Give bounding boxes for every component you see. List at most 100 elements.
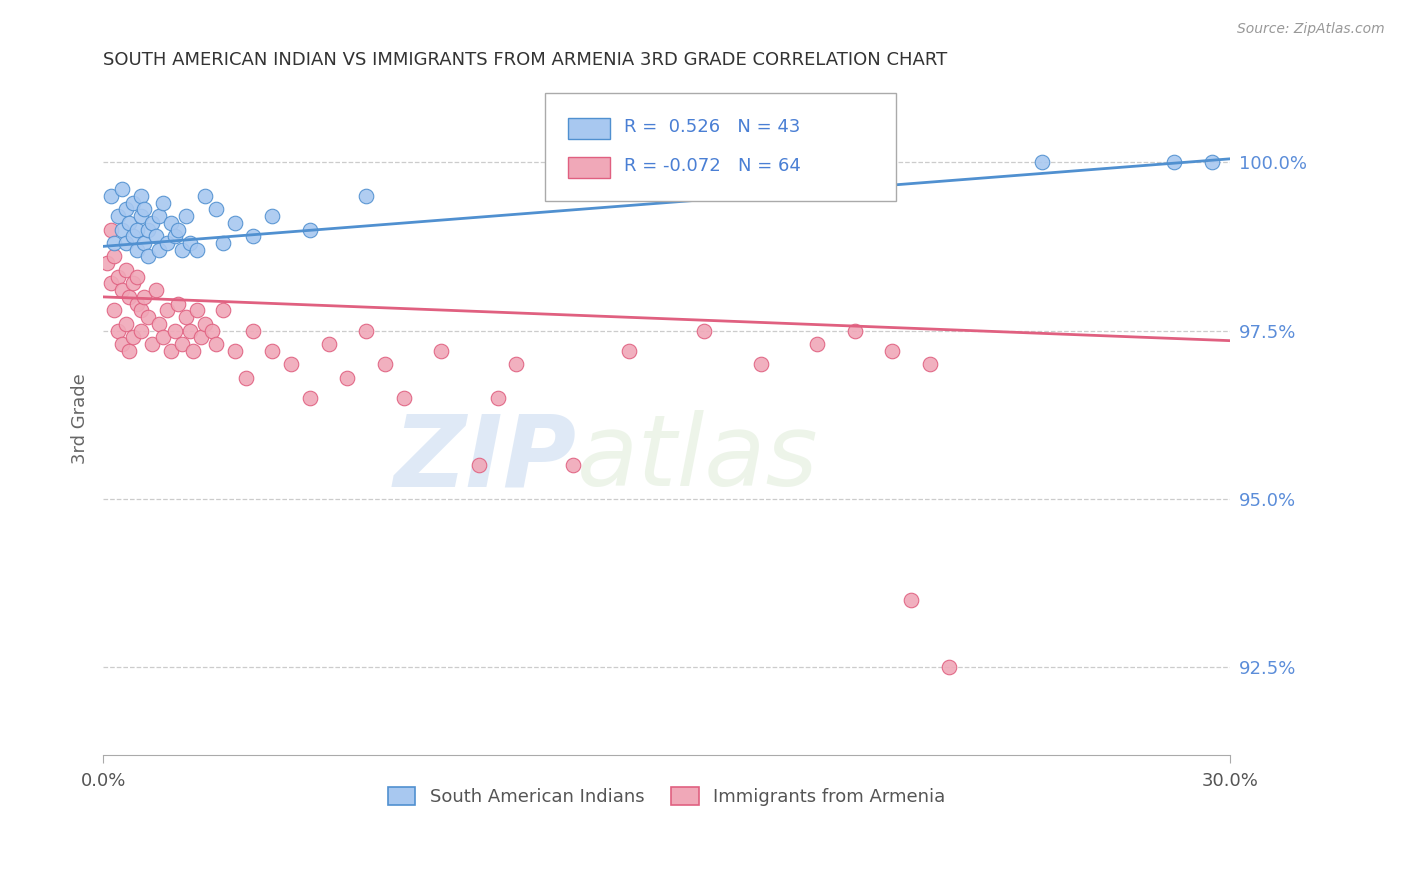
Point bbox=[103, 250, 125, 264]
Point bbox=[1163, 155, 1185, 169]
Point bbox=[114, 202, 136, 217]
Point bbox=[96, 256, 118, 270]
Point bbox=[111, 222, 134, 236]
Point bbox=[148, 209, 170, 223]
Point bbox=[107, 324, 129, 338]
Point bbox=[1031, 155, 1053, 169]
Point bbox=[242, 324, 264, 338]
Point bbox=[170, 243, 193, 257]
Point bbox=[152, 195, 174, 210]
Point bbox=[125, 296, 148, 310]
Point bbox=[100, 189, 122, 203]
Point bbox=[159, 216, 181, 230]
Point bbox=[318, 337, 340, 351]
FancyBboxPatch shape bbox=[546, 93, 896, 202]
Point bbox=[186, 303, 208, 318]
Point bbox=[280, 357, 302, 371]
Point bbox=[136, 222, 159, 236]
Point bbox=[392, 391, 415, 405]
Point bbox=[129, 324, 152, 338]
Point bbox=[298, 222, 321, 236]
Point bbox=[181, 343, 204, 358]
Point bbox=[844, 324, 866, 338]
Point bbox=[152, 330, 174, 344]
Point bbox=[186, 243, 208, 257]
Point bbox=[111, 283, 134, 297]
Point bbox=[100, 222, 122, 236]
Point bbox=[148, 317, 170, 331]
Point bbox=[212, 303, 235, 318]
Point bbox=[749, 357, 772, 371]
Point bbox=[100, 277, 122, 291]
Text: R = -0.072   N = 64: R = -0.072 N = 64 bbox=[624, 156, 801, 175]
Point bbox=[148, 243, 170, 257]
Point bbox=[336, 370, 359, 384]
Point bbox=[129, 189, 152, 203]
Point bbox=[156, 303, 179, 318]
Point bbox=[617, 343, 640, 358]
Point bbox=[114, 317, 136, 331]
Y-axis label: 3rd Grade: 3rd Grade bbox=[72, 373, 89, 464]
Point bbox=[134, 202, 156, 217]
Point bbox=[561, 458, 583, 473]
Point bbox=[224, 343, 246, 358]
Point bbox=[125, 269, 148, 284]
Point bbox=[134, 235, 156, 250]
Text: Source: ZipAtlas.com: Source: ZipAtlas.com bbox=[1237, 22, 1385, 37]
Point bbox=[122, 330, 145, 344]
Point bbox=[205, 202, 228, 217]
Point bbox=[145, 229, 167, 244]
Point bbox=[129, 303, 152, 318]
Point bbox=[125, 243, 148, 257]
Point bbox=[136, 250, 159, 264]
Point bbox=[145, 283, 167, 297]
Point bbox=[581, 169, 603, 183]
Point bbox=[134, 290, 156, 304]
Text: SOUTH AMERICAN INDIAN VS IMMIGRANTS FROM ARMENIA 3RD GRADE CORRELATION CHART: SOUTH AMERICAN INDIAN VS IMMIGRANTS FROM… bbox=[103, 51, 948, 69]
Point bbox=[129, 209, 152, 223]
Point bbox=[224, 216, 246, 230]
Point bbox=[212, 235, 235, 250]
Point bbox=[156, 235, 179, 250]
Point bbox=[374, 357, 396, 371]
Point bbox=[163, 229, 186, 244]
Point bbox=[118, 343, 141, 358]
Point bbox=[118, 290, 141, 304]
Point bbox=[122, 229, 145, 244]
Point bbox=[122, 195, 145, 210]
Point bbox=[170, 337, 193, 351]
Point bbox=[163, 324, 186, 338]
Point bbox=[114, 235, 136, 250]
Point bbox=[111, 182, 134, 196]
Point bbox=[167, 222, 190, 236]
Point bbox=[107, 209, 129, 223]
Point bbox=[806, 337, 828, 351]
Point bbox=[136, 310, 159, 324]
Point bbox=[693, 324, 716, 338]
Point bbox=[122, 277, 145, 291]
Point bbox=[103, 235, 125, 250]
Point bbox=[1201, 155, 1223, 169]
Point bbox=[107, 269, 129, 284]
Point bbox=[430, 343, 453, 358]
Point bbox=[118, 216, 141, 230]
Point bbox=[141, 337, 163, 351]
Point bbox=[262, 209, 284, 223]
Point bbox=[938, 660, 960, 674]
FancyBboxPatch shape bbox=[568, 158, 610, 178]
Point bbox=[179, 235, 201, 250]
Point bbox=[125, 222, 148, 236]
Point bbox=[111, 337, 134, 351]
Point bbox=[174, 209, 197, 223]
Point bbox=[194, 189, 217, 203]
Point bbox=[205, 337, 228, 351]
Point bbox=[114, 263, 136, 277]
Point bbox=[354, 324, 377, 338]
Point bbox=[882, 343, 904, 358]
Point bbox=[486, 391, 509, 405]
Point bbox=[141, 216, 163, 230]
Legend: South American Indians, Immigrants from Armenia: South American Indians, Immigrants from … bbox=[381, 780, 952, 814]
Point bbox=[235, 370, 257, 384]
Text: atlas: atlas bbox=[576, 410, 818, 507]
Point bbox=[179, 324, 201, 338]
